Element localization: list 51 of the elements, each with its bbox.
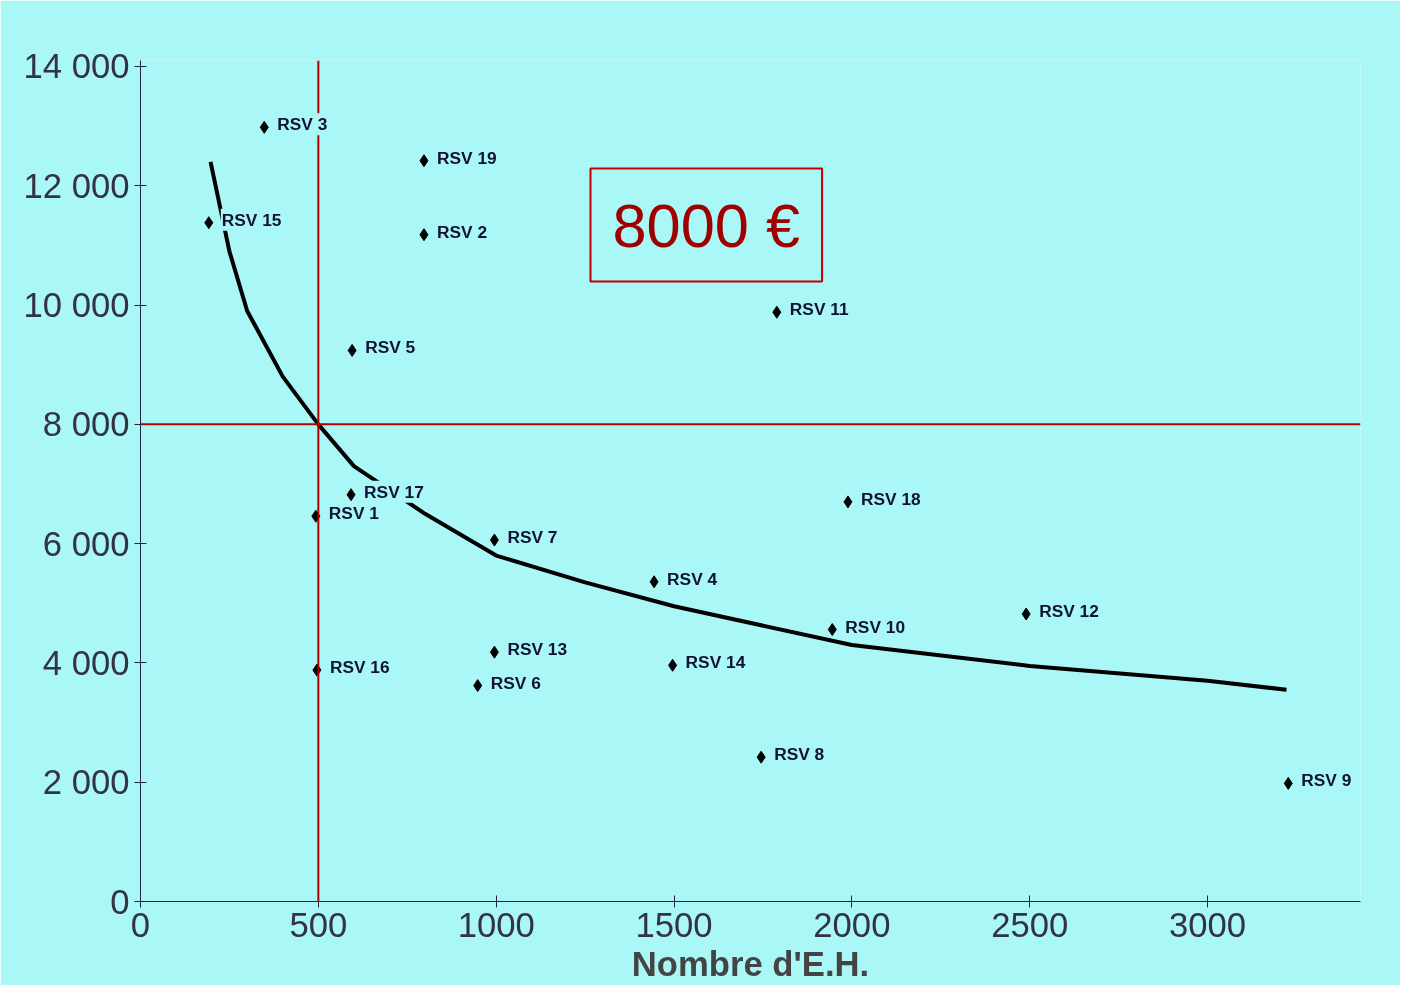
- y-tick-label: 12 000: [23, 166, 130, 205]
- annotation: RSV 11: [789, 299, 849, 320]
- point: [259, 120, 269, 134]
- x-tick-label: 500: [289, 905, 348, 944]
- x-tick-label: 1000: [457, 905, 535, 944]
- point: [756, 750, 766, 764]
- point: [1283, 776, 1293, 790]
- annotation: RSV 18: [860, 488, 922, 509]
- annotation: RSV 1: [328, 503, 380, 524]
- point: [473, 679, 483, 693]
- annotation: RSV 6: [490, 672, 542, 693]
- point: [346, 488, 356, 502]
- point: [772, 305, 782, 319]
- point: [419, 154, 429, 168]
- y-tick-label: 6 000: [42, 524, 130, 563]
- annotation: RSV 17: [364, 481, 424, 502]
- x-tick-label: 1500: [635, 905, 713, 944]
- y-tick-label: 14 000: [23, 47, 130, 86]
- x-axis-title: Nombre d'E.H.: [631, 944, 870, 983]
- x-tick-label: 2500: [991, 905, 1069, 944]
- point: [489, 645, 499, 659]
- point: [668, 658, 678, 672]
- annotation: RSV 19: [436, 147, 497, 168]
- annotation: RSV 4: [667, 568, 718, 589]
- annotation: RSV 9: [1301, 770, 1352, 791]
- annotation: RSV 3: [277, 114, 328, 135]
- point: [827, 623, 837, 637]
- x-tick-label: 2000: [813, 905, 891, 944]
- annotation: RSV 16: [329, 657, 390, 678]
- annotation: RSV 2: [436, 221, 488, 242]
- annotation: 8000 €: [612, 190, 801, 260]
- annotation: RSV 12: [1039, 601, 1099, 622]
- y-tick-label: 2 000: [42, 763, 130, 802]
- annotation: RSV 5: [365, 337, 416, 358]
- y-tick-label: 8 000: [42, 405, 130, 444]
- point: [1021, 607, 1031, 621]
- annotation: RSV 10: [845, 616, 906, 637]
- point: [347, 343, 357, 357]
- annotation: RSV 7: [507, 527, 558, 548]
- y-tick-label: 4 000: [42, 643, 130, 682]
- y-tick-label: 10 000: [23, 286, 130, 325]
- point: [649, 575, 659, 589]
- point: [843, 495, 853, 509]
- x-tick-label: 3000: [1169, 905, 1247, 944]
- annotation: RSV 15: [221, 209, 282, 230]
- annotation: RSV 14: [685, 652, 746, 673]
- annotation: RSV 13: [507, 639, 568, 660]
- point: [204, 216, 214, 230]
- annotation: RSV 8: [774, 744, 825, 765]
- point: [489, 533, 499, 547]
- point: [419, 228, 429, 242]
